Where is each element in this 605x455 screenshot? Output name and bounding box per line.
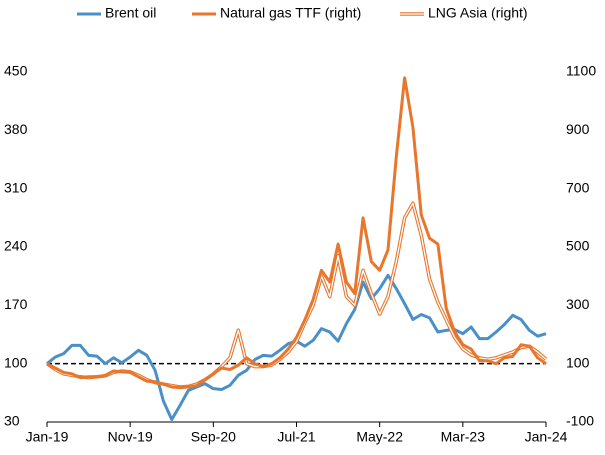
series-line (45, 201, 548, 389)
y2-tick-label: 300 (566, 296, 590, 312)
y-tick-label: 240 (4, 238, 28, 254)
y-tick-label: 310 (4, 179, 28, 195)
y-tick-label: 30 (4, 413, 20, 429)
y2-tick-label: 100 (566, 354, 590, 370)
x-tick-label: Nov-19 (108, 429, 153, 445)
x-tick-label: Sep-20 (191, 429, 236, 445)
y2-tick-label: 700 (566, 179, 590, 195)
y-tick-label: 380 (4, 121, 28, 137)
y-tick-label: 170 (4, 296, 28, 312)
y-tick-label: 100 (4, 354, 28, 370)
y2-tick-label: -100 (566, 413, 594, 429)
x-tick-label: Mar-23 (441, 429, 486, 445)
series-line-inner (46, 202, 547, 388)
y-tick-label: 450 (4, 63, 28, 79)
x-tick-label: Jan-24 (525, 429, 568, 445)
y2-tick-label: 900 (566, 121, 590, 137)
legend-label: Natural gas TTF (right) (220, 5, 361, 21)
legend-label: Brent oil (105, 5, 156, 21)
x-tick-label: May-22 (356, 429, 403, 445)
x-tick-label: Jan-19 (26, 429, 69, 445)
legend-label: LNG Asia (right) (428, 5, 528, 21)
series-line (46, 76, 547, 390)
y2-tick-label: 500 (566, 238, 590, 254)
y2-tick-label: 1100 (566, 63, 596, 79)
x-tick-label: Jul-21 (277, 429, 315, 445)
